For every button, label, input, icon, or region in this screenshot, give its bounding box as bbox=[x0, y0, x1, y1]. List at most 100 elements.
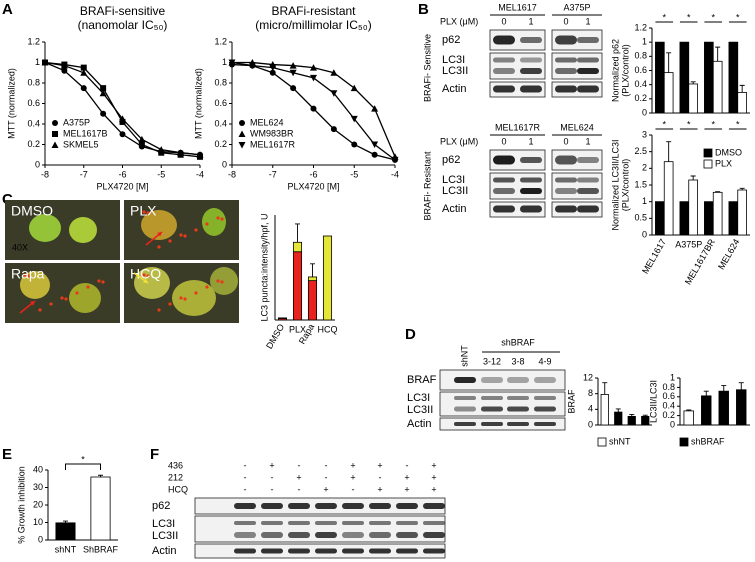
error-bar bbox=[666, 141, 672, 162]
chart-subtitle: (micro/millimolar IC₅₀) bbox=[255, 18, 371, 32]
blot-band bbox=[493, 57, 515, 63]
data-point bbox=[371, 151, 378, 158]
y-tick-label: 1 bbox=[642, 196, 647, 206]
arrow-head bbox=[30, 301, 35, 306]
data-point bbox=[391, 156, 399, 164]
y-tick-label: 1 bbox=[670, 372, 675, 382]
bar bbox=[600, 394, 609, 426]
y-axis-label: % Growth inhibition bbox=[16, 466, 26, 544]
condition-sign: + bbox=[296, 472, 301, 482]
bar bbox=[614, 411, 623, 426]
chart-title: BRAFi-sensitive bbox=[80, 4, 166, 18]
y-tick-label: 8 bbox=[588, 388, 593, 398]
cell bbox=[69, 283, 101, 313]
data-point bbox=[269, 64, 277, 72]
y-tick-label: 1.2 bbox=[214, 36, 227, 46]
row-label: p62 bbox=[152, 500, 170, 512]
x-tick-label: -7 bbox=[80, 169, 88, 179]
bar bbox=[307, 276, 318, 282]
data-point bbox=[350, 115, 358, 123]
data-point bbox=[177, 149, 185, 156]
bar bbox=[292, 241, 303, 253]
blot-band bbox=[555, 57, 577, 63]
row-label: Actin bbox=[152, 545, 176, 557]
blot-frame bbox=[194, 515, 446, 543]
blot-band bbox=[555, 205, 577, 213]
puncta bbox=[64, 297, 68, 301]
data-point bbox=[289, 69, 297, 77]
blot-band bbox=[342, 548, 364, 554]
y-tick-label: 0.2 bbox=[27, 139, 40, 149]
dose-label: 1 bbox=[585, 16, 590, 26]
puncta bbox=[142, 273, 146, 277]
y-tick-label: 0.6 bbox=[634, 65, 647, 75]
y-axis-label: MTT (normalized) bbox=[6, 68, 16, 139]
row-label: LC3I bbox=[442, 54, 465, 66]
y-tick-label: 0.8 bbox=[662, 382, 675, 392]
legend-label: MEL1617B bbox=[63, 128, 108, 138]
dose-label: 0 bbox=[563, 136, 568, 146]
y-tick-label: 0.2 bbox=[662, 410, 675, 420]
blot-band bbox=[534, 422, 556, 426]
cell bbox=[210, 267, 238, 295]
puncta bbox=[194, 291, 198, 295]
condition-label: 436 bbox=[168, 460, 183, 470]
blot-band bbox=[577, 68, 599, 74]
blot-band bbox=[493, 35, 515, 45]
data-point bbox=[330, 126, 337, 133]
row-label: LC3I bbox=[442, 174, 465, 186]
condition-sign: + bbox=[404, 484, 409, 494]
blot-band bbox=[315, 503, 337, 509]
puncta bbox=[216, 279, 220, 283]
bar bbox=[307, 280, 318, 321]
bar bbox=[712, 191, 723, 236]
data-point bbox=[61, 67, 68, 74]
data-point bbox=[138, 135, 146, 143]
blot-band bbox=[577, 85, 599, 93]
bar bbox=[688, 179, 698, 236]
image-label: DMSO bbox=[11, 203, 53, 219]
condition-sign: + bbox=[377, 460, 382, 470]
blot-band bbox=[520, 57, 542, 63]
puncta bbox=[157, 245, 161, 249]
puncta bbox=[146, 211, 150, 215]
y-tick-label: 1.2 bbox=[634, 22, 647, 32]
image-label: HCQ bbox=[130, 266, 161, 282]
condition-sign: - bbox=[352, 484, 355, 494]
legend-label: DMSO bbox=[715, 147, 742, 157]
image-label: PLX bbox=[130, 203, 157, 219]
data-point bbox=[52, 131, 58, 137]
data-point bbox=[310, 64, 317, 71]
blot-band bbox=[493, 177, 515, 183]
data-point bbox=[248, 62, 256, 70]
cell bbox=[141, 210, 177, 240]
blot-band bbox=[555, 155, 577, 165]
row-label: Actin bbox=[407, 418, 431, 430]
micrograph bbox=[5, 200, 120, 260]
significance-bracket bbox=[65, 463, 101, 470]
significance-label: * bbox=[687, 119, 691, 129]
blot-band bbox=[454, 396, 476, 400]
significance-label: * bbox=[711, 119, 715, 129]
blot-frame bbox=[551, 52, 603, 80]
blot-band bbox=[423, 503, 445, 509]
row-label: LC3II bbox=[442, 65, 468, 77]
condition-label: HCQ bbox=[168, 484, 188, 494]
data-point bbox=[119, 131, 126, 138]
blot-band bbox=[454, 422, 476, 426]
x-tick-label: -7 bbox=[269, 169, 277, 179]
error-bar bbox=[310, 263, 315, 277]
condition-sign: + bbox=[431, 484, 436, 494]
lane-label: 3-12 bbox=[483, 356, 501, 366]
error-bar bbox=[739, 187, 745, 190]
blot-band bbox=[288, 521, 310, 525]
blot-band bbox=[288, 548, 310, 554]
blot-band bbox=[342, 532, 364, 538]
condition-sign: + bbox=[350, 460, 355, 470]
bar bbox=[655, 41, 665, 114]
y-axis-label: LC3II/LC3I bbox=[648, 380, 658, 423]
blot-band bbox=[507, 377, 529, 383]
y-tick-label: 0 bbox=[35, 159, 40, 169]
cell bbox=[69, 217, 97, 243]
puncta bbox=[179, 233, 183, 237]
